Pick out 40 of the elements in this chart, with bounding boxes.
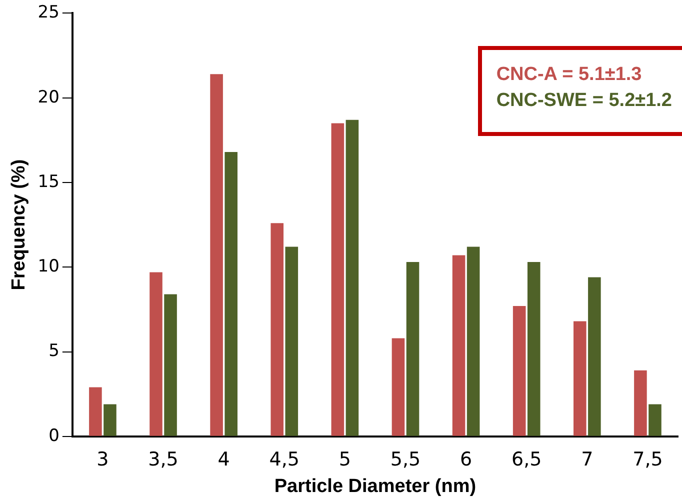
bar	[527, 262, 540, 436]
bar	[346, 120, 359, 436]
y-axis-title: Frequency (%)	[8, 159, 30, 290]
x-tick-label: 3	[96, 448, 109, 471]
bar	[648, 404, 662, 436]
y-tick-label: 5	[48, 341, 60, 362]
bar	[89, 387, 102, 436]
y-tick-label: 10	[38, 256, 60, 277]
bar	[210, 74, 223, 436]
bar	[270, 223, 284, 436]
text: CNC-SWE = 5.2±1.2	[496, 89, 672, 113]
x-tick-label: 7	[581, 448, 594, 471]
x-tick-label: 5,5	[390, 448, 421, 471]
y-tick-label: 15	[38, 172, 60, 192]
x-tick-label: 4	[218, 448, 230, 471]
bar	[588, 277, 601, 436]
bar	[406, 262, 420, 436]
x-tick-label: 5	[338, 448, 351, 471]
bar	[452, 255, 466, 436]
bar	[164, 294, 177, 436]
bar	[512, 306, 526, 436]
x-tick-label: 4,5	[269, 448, 300, 471]
x-tick-label: 3,5	[148, 448, 178, 471]
x-tick-label: 6,5	[512, 448, 542, 471]
y-tick-label: 0	[48, 426, 60, 446]
bar	[466, 246, 480, 436]
bar	[634, 370, 647, 436]
bar	[104, 404, 116, 436]
x-tick-label: 7,5	[632, 448, 663, 471]
y-tick-label: 20	[38, 87, 60, 108]
x-axis-title: Particle Diameter (nm)	[274, 476, 476, 497]
y-tick-label: 25	[38, 2, 60, 23]
bar	[392, 338, 405, 436]
bar	[150, 272, 162, 436]
bar	[285, 246, 298, 436]
text: CNC-A = 5.1±1.3	[496, 63, 643, 87]
bar	[224, 152, 238, 436]
x-tick-label: 6	[460, 448, 472, 471]
bar	[574, 321, 586, 436]
bar	[331, 123, 344, 436]
